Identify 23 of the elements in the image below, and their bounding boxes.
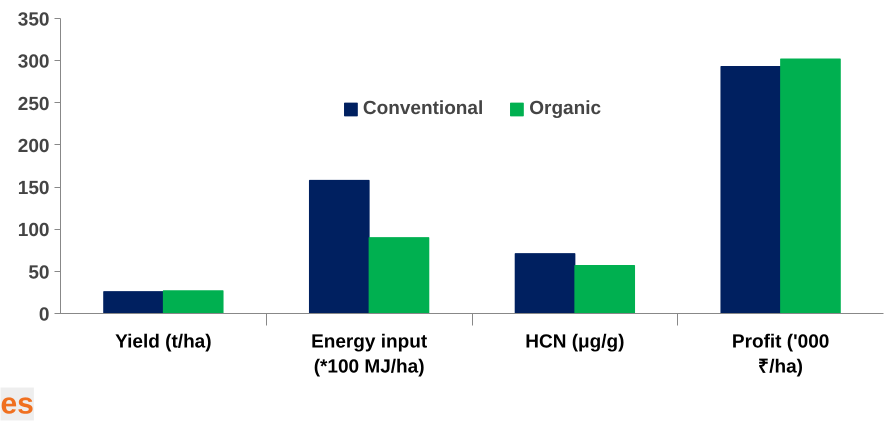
legend-label: Organic (529, 98, 602, 120)
bar (368, 237, 430, 314)
text: es (0, 388, 34, 420)
y-tick-label: 250 (18, 94, 50, 115)
x-tick-label: HCN (μg/g) (525, 332, 624, 352)
y-tick-label: 150 (18, 178, 50, 200)
bar (103, 291, 164, 314)
legend-label: Conventional (362, 98, 484, 120)
bar (308, 180, 370, 314)
bar (514, 253, 576, 314)
y-tick-label: 350 (18, 10, 50, 30)
bar (162, 290, 224, 314)
bar (720, 66, 782, 314)
bar (780, 58, 841, 314)
y-tick-label: 0 (38, 304, 50, 326)
y-tick-label: 200 (18, 136, 50, 157)
x-tick-label: Profit ('000 ₹/ha) (732, 332, 830, 378)
bar (574, 264, 636, 314)
x-tick-label: Yield (t/ha) (115, 332, 212, 352)
y-tick-label: 50 (28, 262, 50, 284)
y-tick-label: 100 (18, 220, 50, 242)
y-tick-label: 300 (18, 52, 50, 73)
x-tick-label: Energy input (*100 MJ/ha) (311, 332, 428, 378)
